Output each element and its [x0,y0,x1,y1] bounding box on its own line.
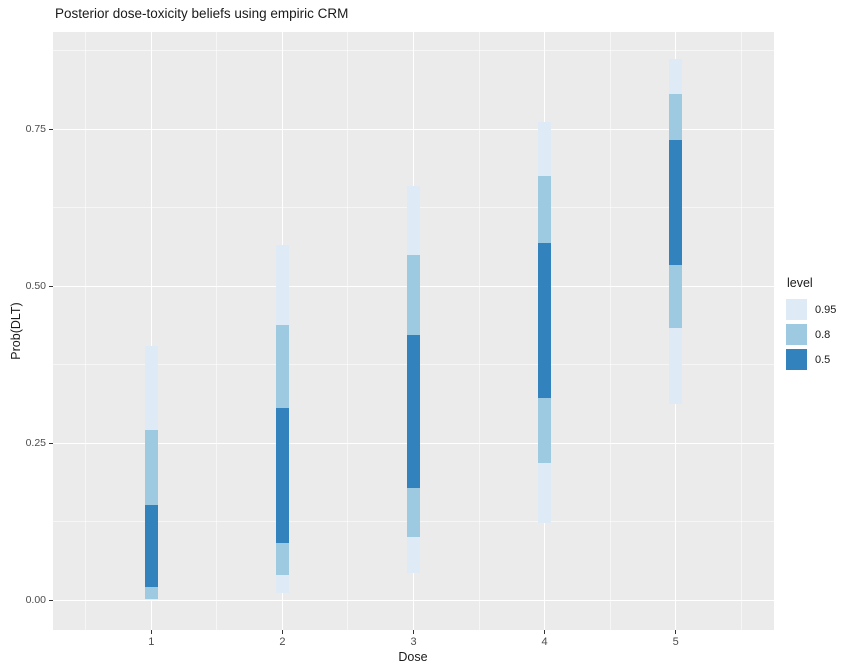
legend-key-swatch [786,299,807,320]
gridline-x-minor [85,32,87,630]
legend-entry-label: 0.95 [815,303,837,316]
x-tick-label: 1 [148,636,155,648]
legend-entry: 0.5 [786,349,836,370]
legend-title: level [787,276,813,290]
gridline-x-minor [740,32,742,630]
interval-segment-level-0.5 [538,243,552,399]
gridline-x-minor [609,32,611,630]
gridline-y-major [53,599,774,602]
y-tick-label: 0.75 [25,123,46,136]
y-axis-title: Prob(DLT) [9,302,23,360]
y-tick-label: 0.50 [25,280,46,293]
legend-entry: 0.95 [786,299,836,320]
legend-key-swatch [786,324,807,345]
y-tick-label: 0.00 [25,594,46,607]
x-tick [281,630,283,634]
gridline-y-major [53,128,774,131]
gridline-x-minor [478,32,480,630]
interval-segment-level-0.5 [275,407,289,543]
legend-entry: 0.8 [786,324,836,345]
gridline-x-major [150,32,153,630]
legend-key-swatch [786,349,807,370]
y-tick [49,128,53,130]
legend-entry-label: 0.8 [815,328,831,341]
y-tick [49,599,53,601]
gridline-x-minor [216,32,218,630]
gridline-x-minor [347,32,349,630]
x-tick [544,630,546,634]
x-axis-title: Dose [398,650,428,664]
x-tick-label: 4 [541,636,548,648]
x-tick-label: 3 [410,636,417,648]
interval-segment-level-0.5 [407,334,420,489]
x-tick-label: 2 [279,636,286,648]
interval-segment-level-0.5 [669,140,683,266]
y-tick [49,285,53,287]
interval-segment-level-0.5 [144,504,158,588]
plot-panel [53,32,774,630]
y-tick [49,442,53,444]
x-tick [413,630,414,634]
y-tick-label: 0.25 [25,437,46,450]
legend-entries: 0.95 0.8 0.5 [786,299,836,370]
x-tick [675,630,677,634]
x-tick-label: 5 [672,636,679,648]
legend: level 0.95 0.8 0.5 [786,276,836,374]
plot-title: Posterior dose-toxicity beliefs using em… [55,6,349,21]
legend-entry-label: 0.5 [815,353,831,366]
x-tick [150,630,152,634]
